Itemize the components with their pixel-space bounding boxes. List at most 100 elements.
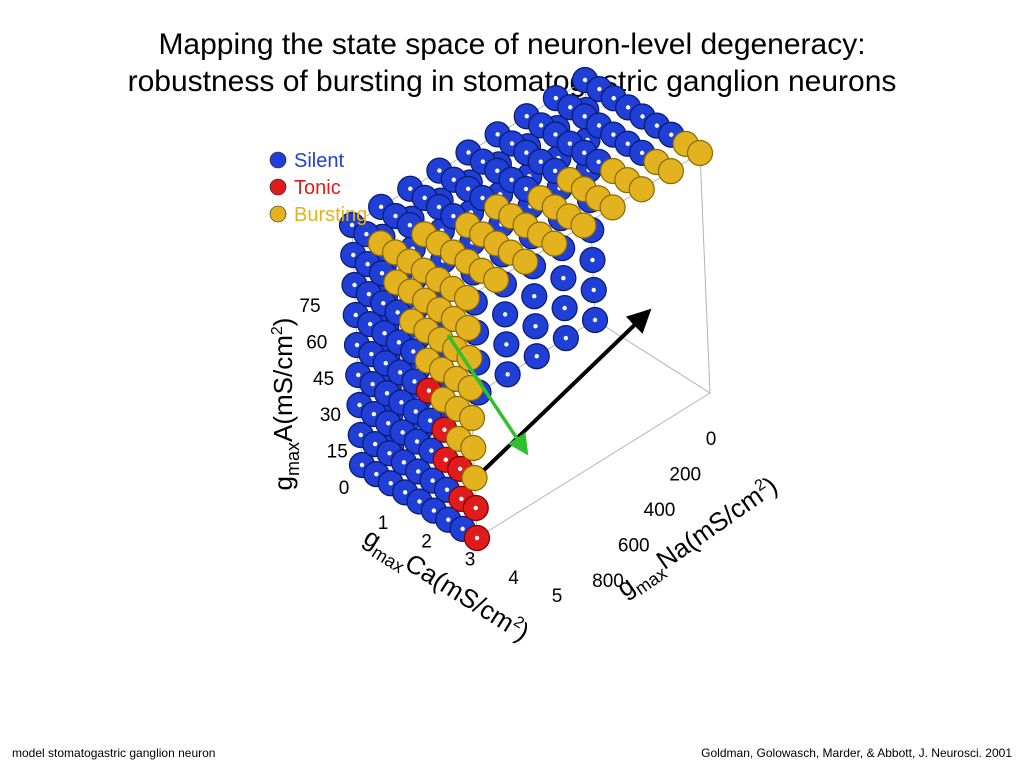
point-core — [443, 457, 448, 462]
point-core — [509, 141, 515, 146]
data-point-bursting — [570, 212, 597, 239]
legend-label-silent: Silent — [294, 150, 344, 172]
point-core — [480, 159, 486, 164]
point-core — [349, 222, 355, 228]
point-core — [459, 496, 464, 502]
point-core — [351, 252, 356, 258]
z-tick-label: 30 — [320, 405, 341, 426]
z-tick-label: 0 — [339, 478, 350, 499]
point-core — [437, 168, 442, 173]
point-core — [640, 114, 645, 119]
point-core — [430, 478, 435, 483]
point-core — [400, 430, 405, 435]
data-point-bursting — [458, 404, 486, 432]
point-core — [611, 96, 616, 101]
legend-marker-silent — [269, 151, 287, 169]
point-core — [473, 505, 478, 511]
point-core — [397, 370, 403, 375]
point-core — [532, 294, 537, 299]
point-core — [369, 351, 374, 357]
data-point-bursting — [599, 194, 626, 221]
point-core — [417, 499, 422, 504]
data-point-bursting — [453, 284, 481, 312]
point-core — [399, 400, 404, 405]
z-axis-title: gmaxA(mS/cm2) — [268, 318, 303, 491]
point-core — [625, 105, 631, 110]
point-core — [505, 372, 510, 377]
point-core — [372, 441, 378, 447]
point-core — [357, 402, 362, 408]
frame-edge — [699, 152, 711, 394]
point-core — [446, 517, 451, 522]
point-core — [504, 342, 509, 347]
point-core — [590, 257, 595, 263]
point-core — [354, 342, 360, 348]
title-line-1: Mapping the state space of neuron-level … — [158, 28, 866, 61]
green-direction-arrow — [446, 334, 529, 456]
point-core — [466, 150, 471, 155]
legend-marker-tonic — [269, 178, 287, 196]
point-core — [382, 331, 387, 336]
point-core — [553, 95, 559, 101]
data-point-bursting — [483, 266, 510, 293]
y-tick-label: 800 — [592, 571, 624, 592]
z-tick-label: 15 — [327, 442, 348, 463]
point-core — [374, 471, 379, 477]
point-core — [401, 460, 407, 465]
point-core — [562, 305, 567, 311]
z-tick-label: 45 — [313, 369, 334, 390]
point-core — [358, 432, 363, 438]
data-point-bursting — [628, 176, 655, 203]
point-core — [359, 462, 365, 468]
point-core — [524, 114, 529, 119]
point-core — [416, 469, 421, 474]
point-core — [364, 231, 369, 237]
point-core — [597, 86, 602, 92]
point-core — [429, 448, 434, 453]
z-tick-label: 75 — [299, 296, 320, 317]
point-core — [582, 150, 587, 155]
point-core — [480, 195, 485, 201]
point-core — [654, 123, 660, 128]
point-core — [457, 466, 463, 472]
point-core — [431, 508, 437, 513]
slide-title: Mapping the state space of neuron-level … — [0, 26, 1024, 100]
point-core — [408, 186, 413, 191]
point-core — [444, 487, 450, 492]
footer-citation: Goldman, Golowasch, Marder, & Abbott, J.… — [701, 746, 1012, 760]
point-core — [407, 222, 413, 228]
point-core — [611, 132, 616, 137]
data-point-bursting — [456, 344, 483, 372]
y-tick-label: 400 — [644, 500, 676, 521]
point-core — [524, 150, 529, 155]
point-core — [596, 123, 602, 128]
point-core — [386, 421, 391, 426]
point-core — [370, 381, 375, 387]
point-core — [567, 141, 573, 146]
point-core — [352, 282, 357, 288]
point-core — [371, 411, 377, 417]
footer-caption: model stomatogastric ganglion neuron — [12, 746, 216, 760]
x-tick-label: 4 — [508, 568, 519, 589]
point-core — [353, 312, 358, 318]
legend-label-tonic: Tonic — [294, 177, 341, 199]
point-core — [669, 132, 674, 137]
point-core — [538, 159, 543, 164]
point-core — [395, 310, 400, 315]
point-core — [422, 195, 427, 201]
point-core — [495, 168, 500, 173]
chart-marks — [338, 66, 714, 552]
point-core — [502, 312, 508, 317]
point-core — [393, 213, 398, 219]
point-core — [523, 186, 529, 192]
point-core — [384, 391, 390, 396]
z-tick-label: 60 — [306, 332, 327, 353]
chart-arrows — [446, 308, 652, 472]
data-point-bursting — [686, 139, 714, 167]
point-core — [509, 177, 514, 183]
y-tick-label: 0 — [706, 429, 717, 450]
point-core — [639, 150, 645, 156]
point-core — [591, 287, 596, 293]
